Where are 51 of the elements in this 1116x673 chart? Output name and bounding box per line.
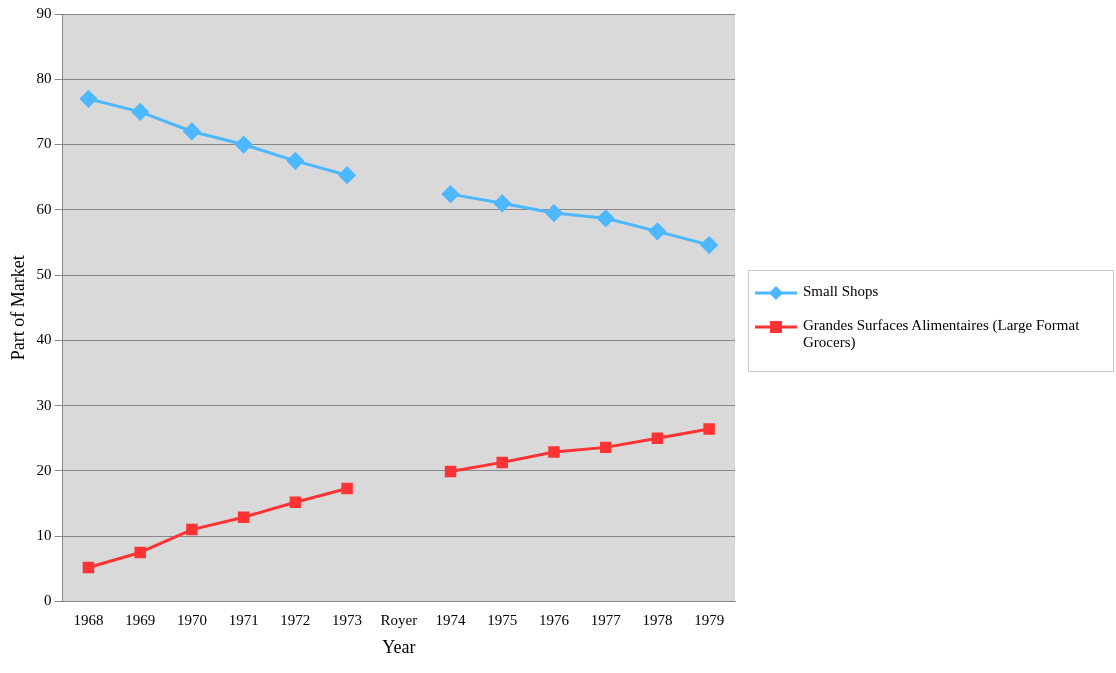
point — [599, 441, 612, 454]
point — [183, 122, 201, 140]
point — [186, 523, 198, 536]
point — [648, 222, 666, 240]
x-tick-label: 1977 — [590, 612, 622, 629]
x-tick-label: 1974 — [435, 612, 467, 629]
point — [548, 446, 560, 458]
point — [444, 465, 457, 478]
y-tick-label: 30 — [36, 396, 52, 413]
x-tick-label: 1970 — [176, 612, 207, 629]
x-tick-label: 1971 — [228, 612, 259, 629]
x-tick-label: 1968 — [73, 612, 104, 629]
point — [131, 103, 149, 121]
x-tick-label: 1973 — [332, 612, 363, 629]
point — [79, 90, 97, 108]
point — [700, 236, 718, 254]
point — [442, 185, 460, 203]
y-tick-label: 0 — [44, 592, 52, 609]
x-tick-label: 1975 — [487, 612, 518, 629]
y-tick-label: 40 — [36, 331, 52, 348]
point — [235, 136, 253, 154]
x-tick-label: 1978 — [642, 612, 673, 629]
x-tick-label: Royer — [380, 612, 418, 629]
point — [237, 511, 250, 523]
y-tick-label: 60 — [36, 200, 52, 217]
y-tick-label: 70 — [36, 135, 52, 152]
legend-label: Grandes Surfaces Alimentaires (Large Format Grocers) — [803, 317, 1081, 351]
y-tick-label: 50 — [36, 266, 52, 282]
x-tick-label: 1972 — [280, 612, 311, 629]
point — [341, 482, 353, 495]
x-tick-label: 1976 — [538, 612, 570, 629]
point — [289, 496, 302, 508]
legend-label: Small Shops — [803, 283, 879, 300]
point — [496, 456, 508, 469]
y-tick-label: 80 — [36, 70, 52, 87]
point — [545, 204, 563, 222]
x-tick-label: 1979 — [694, 612, 725, 629]
point — [703, 423, 715, 435]
x-tick-label: 1969 — [125, 612, 156, 629]
y-tick-label: 20 — [36, 461, 52, 478]
y-axis-title: Part of Market — [7, 255, 28, 361]
point — [493, 194, 511, 212]
y-tick-label: 90 — [36, 4, 52, 21]
point — [651, 432, 664, 444]
x-axis-title: Year — [382, 636, 416, 657]
point — [82, 561, 95, 574]
y-tick-label: 10 — [36, 527, 52, 544]
point — [597, 209, 615, 227]
point — [338, 166, 356, 184]
point — [286, 152, 304, 170]
point — [134, 546, 146, 559]
